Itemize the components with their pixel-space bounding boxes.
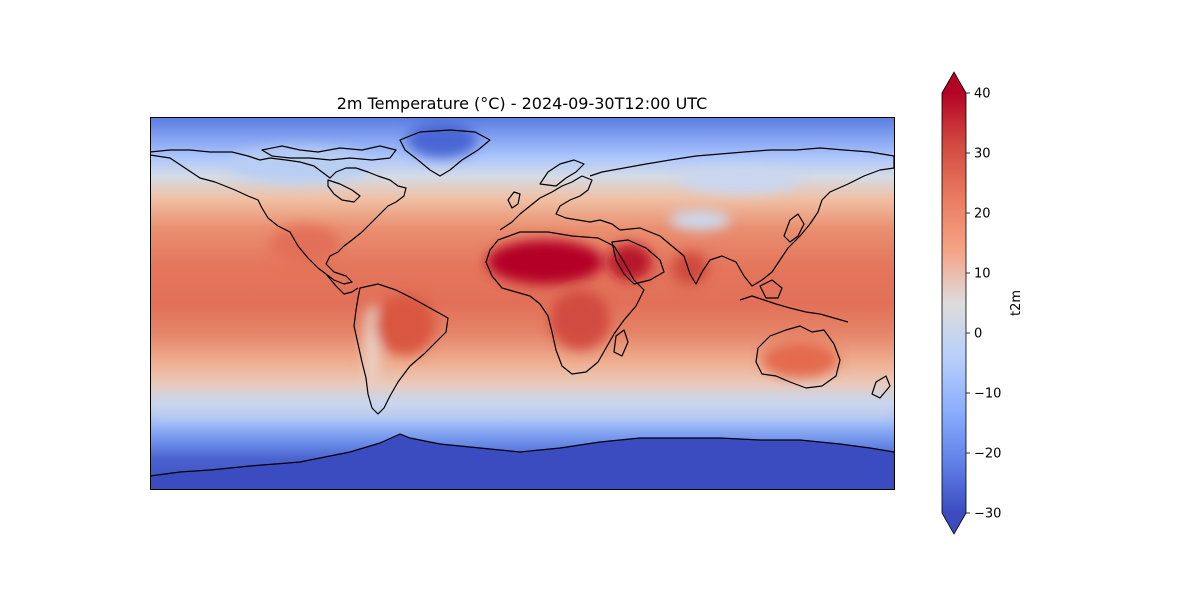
coastline-japan: [783, 213, 805, 243]
colorbar-tick-label: 20: [974, 207, 991, 222]
coastline-scandinavia: [539, 159, 585, 187]
coastline-antarctica: [150, 433, 894, 477]
colorbar-tick-label: 30: [974, 147, 991, 162]
coastline-south-america: [353, 283, 449, 415]
coastline-madagascar: [613, 329, 629, 357]
colorbar-tick-label: 40: [974, 87, 991, 102]
colorbar-ticks: 40 30 20 10 0 −10 −20 −30: [966, 87, 1001, 522]
colorbar-extend-max: [942, 72, 966, 93]
land-temperature-overlay: [150, 122, 894, 420]
colorbar-extend-min: [942, 513, 966, 534]
coastline-indonesia: [739, 295, 849, 323]
coastline-central-america: [325, 273, 359, 295]
map-title: 2m Temperature (°C) - 2024-09-30T12:00 U…: [337, 94, 708, 113]
colorbar-gradient: [942, 93, 966, 513]
coastline-asia: [589, 147, 894, 287]
temperature-map: [150, 117, 894, 489]
colorbar-tick-label: 10: [974, 267, 991, 282]
coastline-europe: [499, 175, 621, 231]
coastline-new-zealand: [871, 375, 891, 399]
coastlines: [150, 129, 894, 477]
colorbar-tick-label: 0: [974, 327, 982, 342]
coastline-arabia: [611, 239, 665, 285]
coastline-arctic-islands: [261, 145, 397, 161]
coastline-australia: [755, 325, 841, 389]
colorbar-tick-label: −20: [974, 447, 1001, 462]
coastline-north-america: [150, 149, 407, 285]
colorbar-tick-label: −30: [974, 507, 1001, 522]
coastline-borneo: [759, 279, 783, 299]
colorbar: 40 30 20 10 0 −10 −20 −30 t2m: [941, 71, 1024, 535]
colorbar-tick-label: −10: [974, 387, 1001, 402]
map-frame: [150, 117, 895, 490]
antarctica-region: [150, 434, 894, 489]
coastline-greenland: [399, 129, 491, 177]
colorbar-label: t2m: [1009, 290, 1024, 316]
coastline-africa: [485, 231, 645, 375]
coastline-hudson-bay: [327, 179, 361, 203]
coastline-uk: [507, 191, 521, 209]
